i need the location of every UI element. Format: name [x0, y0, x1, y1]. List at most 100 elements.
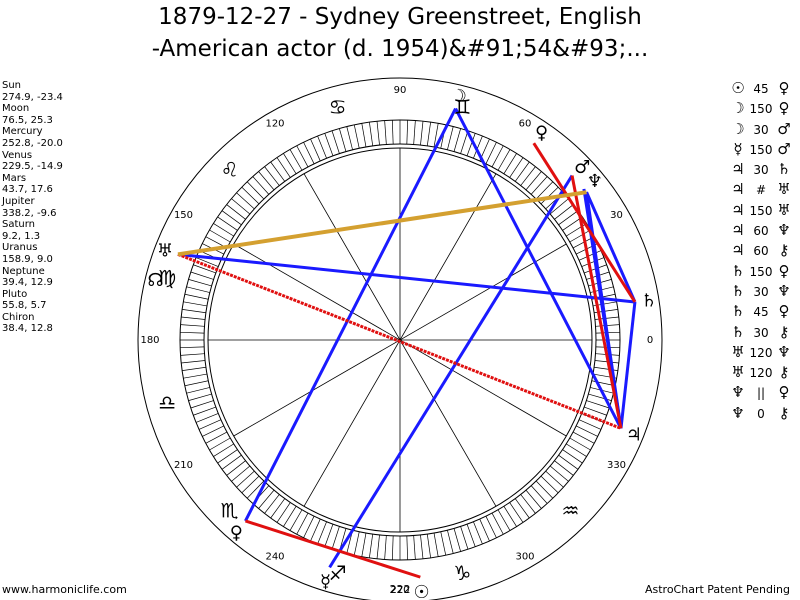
jupiter-icon: ♃	[626, 425, 642, 446]
degree-tick	[586, 400, 610, 409]
degree-label: 60	[519, 118, 532, 129]
zodiac-sign-icon: ♊	[453, 95, 471, 119]
aspect-row: ♅ 120 ⚷	[728, 362, 794, 382]
planet-name: Chiron	[2, 311, 35, 323]
degree-tick	[369, 122, 374, 146]
aspect-value: 0	[757, 406, 765, 421]
planet-coords: 76.5, 25.3	[2, 114, 53, 126]
degree-tick	[180, 324, 205, 327]
degree-tick	[317, 135, 327, 159]
degree-tick	[566, 443, 587, 457]
aspect-planet-a-icon: ☉	[731, 79, 745, 97]
aspect-planet-b-icon: ♆	[777, 342, 791, 361]
pluto-icon: ♀	[535, 123, 548, 144]
degree-tick	[231, 465, 251, 482]
degree-tick	[276, 502, 291, 523]
degree-tick	[466, 133, 476, 156]
aspect-value: 150	[749, 142, 773, 157]
degree-tick	[181, 360, 206, 364]
zodiac-sign-icon: ♋	[329, 95, 347, 119]
aspect-planet-a-icon: ♄	[731, 322, 745, 341]
degree-tick	[184, 380, 209, 387]
degree-tick	[346, 126, 353, 150]
planet-name: Saturn	[2, 219, 36, 231]
degree-tick	[384, 535, 387, 560]
zodiac-sign-icon: ♍	[158, 266, 176, 290]
degree-tick	[258, 489, 275, 509]
aspect-row: ♅ 120 ♆	[728, 342, 794, 362]
degree-tick	[221, 454, 242, 470]
planet-name: Mars	[2, 172, 27, 184]
aspect-planet-b-icon: ♄	[777, 160, 791, 179]
degree-tick	[491, 512, 504, 535]
degree-tick	[569, 229, 591, 243]
degree-tick	[485, 142, 497, 164]
planet-coords: 274.9, -23.4	[2, 91, 63, 103]
degree-tick	[578, 419, 602, 430]
planet-name: Venus	[2, 149, 33, 161]
aspect-value: #	[755, 183, 767, 198]
degree-tick	[376, 121, 380, 146]
degree-tick	[195, 257, 219, 267]
degree-label: 300	[515, 552, 534, 563]
degree-tick	[283, 506, 297, 527]
saturn-icon: ♄	[641, 291, 657, 312]
moon-icon: ☽	[451, 86, 467, 107]
degree-label: 240	[265, 552, 284, 563]
aspect-planet-a-icon: ♆	[731, 403, 745, 422]
degree-ticks	[180, 120, 620, 560]
zodiac-signs: ♊ ♋ ♌ ♍ ♎ ♏ ♐ ♑ ♒	[158, 95, 579, 585]
planet-position-list: Sun 274.9, -23.4 Moon 76.5, 25.3 Mercury 252.…	[2, 80, 63, 335]
degree-tick	[317, 521, 327, 545]
degree-tick	[473, 521, 483, 545]
aspect-planet-b-icon: ⚷	[778, 363, 790, 382]
degree-tick	[497, 509, 511, 531]
aspect-value: 150	[749, 264, 773, 279]
degree-tick	[558, 454, 579, 470]
degree-tick	[264, 494, 280, 514]
degree-tick	[535, 480, 554, 499]
degree-tick	[186, 387, 210, 394]
degree-tick	[549, 198, 569, 215]
degree-tick	[270, 161, 286, 182]
planet-coords: 158.9, 9.0	[2, 253, 53, 265]
aspect-planet-a-icon: ♄	[731, 261, 745, 280]
degree-tick	[509, 502, 524, 523]
degree-tick	[193, 264, 216, 274]
degree-tick	[353, 531, 360, 556]
aspect-planet-b-icon: ⚷	[778, 241, 790, 260]
planet-glyphs: ☽ ♀ ♂♆ ♄ ♃ ♅ ☊ ♀ ☿ ☉	[147, 86, 656, 600]
degree-tick	[581, 257, 605, 267]
degree-tick	[289, 149, 303, 171]
degree-tick	[420, 121, 424, 146]
aspect-row: ☉ 45 ♀	[728, 78, 794, 98]
aspect-planet-b-icon: ♂	[777, 119, 791, 138]
degree-tick	[406, 120, 409, 145]
degree-tick	[584, 406, 607, 416]
degree-label: 180	[140, 335, 159, 346]
aspect-planet-b-icon: ♂	[777, 139, 791, 158]
aspect-planet-b-icon: ♀	[778, 261, 790, 280]
degree-tick	[554, 204, 574, 220]
degree-tick	[331, 130, 340, 154]
aspect-planet-b-icon: ♀	[778, 99, 790, 118]
mars-icon: ♂	[574, 157, 590, 178]
aspect-planet-a-icon: ♃	[731, 241, 745, 260]
degree-tick	[549, 465, 569, 482]
degree-tick	[209, 229, 231, 243]
aspect-planet-a-icon: ♃	[731, 200, 745, 219]
degree-tick	[554, 460, 574, 476]
degree-label: 210	[174, 460, 193, 471]
aspect-lines	[177, 107, 637, 579]
aspect-planet-b-icon: ♆	[777, 281, 791, 300]
venus-icon: ♀	[230, 523, 243, 544]
degree-tick	[576, 425, 598, 437]
aspect-row: ♃ 60 ⚷	[728, 240, 794, 260]
degree-tick	[572, 431, 595, 444]
degree-label: 330	[607, 460, 626, 471]
aspect-line	[177, 252, 636, 304]
aspect-value: 120	[749, 366, 773, 381]
degree-tick	[588, 393, 612, 401]
degree-tick	[530, 176, 548, 195]
